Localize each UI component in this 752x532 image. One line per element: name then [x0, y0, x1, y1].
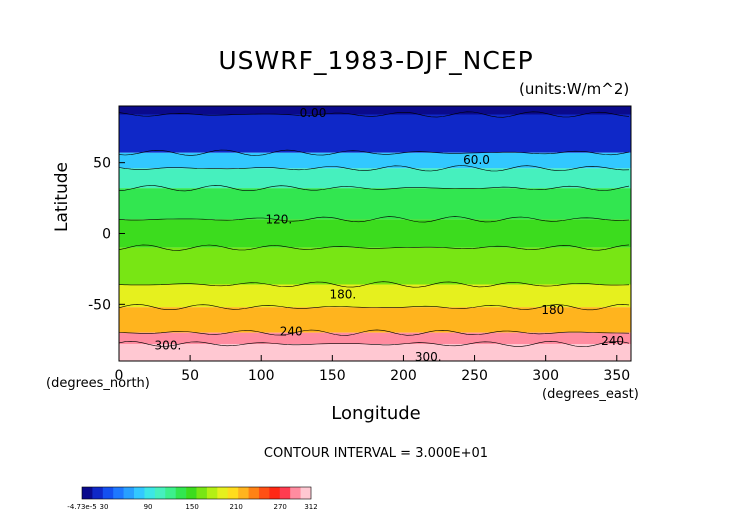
colorbar-tick-label-4: 210 — [229, 503, 242, 511]
colorbar-tick-label-5: 270 — [273, 503, 286, 511]
value-band-9 — [119, 332, 631, 344]
colorbar-tick-label-2: 90 — [144, 503, 153, 511]
value-band-10 — [119, 344, 631, 361]
colorbar-tick-label-1: 30 — [100, 503, 109, 511]
value-band-6 — [119, 247, 631, 285]
contour-line-2 — [118, 165, 630, 172]
colorbar-cell-16 — [248, 487, 260, 499]
colorbar-cell-12 — [206, 487, 218, 499]
colorbar-cell-10 — [186, 487, 197, 499]
contour-label-7: 300. — [415, 350, 442, 364]
colorbar-cell-11 — [196, 487, 208, 499]
x-tick-label-7: 350 — [603, 368, 630, 384]
colorbar-frame — [81, 486, 312, 500]
contour-line-9 — [118, 340, 630, 348]
y-tick-label-0: 50 — [93, 156, 111, 172]
colorbar-cell-5 — [134, 487, 145, 499]
contour-label-3: 180. — [329, 287, 356, 301]
colorbar-cell-18 — [269, 487, 281, 499]
contour-line-1 — [118, 149, 630, 156]
x-tick-label-4: 200 — [390, 368, 417, 384]
colorbar-cell-20 — [290, 487, 301, 499]
value-band-5 — [119, 219, 631, 248]
x-tick-label-5: 250 — [461, 368, 488, 384]
y-tick-label-2: -50 — [88, 297, 111, 313]
chart-title: USWRF_1983-DJF_NCEP — [218, 46, 534, 75]
x-axis-label: Longitude — [331, 403, 421, 424]
y-tick-label-1: 0 — [102, 227, 111, 243]
colorbar-tick-label-6: 312 — [304, 503, 317, 511]
contour-line-7 — [118, 304, 630, 311]
colorbar-cell-4 — [123, 487, 135, 499]
colorbar-tick-label-0: -4.73e-5 — [67, 503, 96, 511]
contour-line-4 — [118, 216, 630, 223]
colorbar-cell-13 — [217, 487, 229, 499]
units-label: (units:W/m^2) — [519, 80, 630, 98]
contour-line-3 — [118, 185, 630, 192]
y-unit-note: (degrees_north) — [46, 376, 150, 391]
colorbar-cell-19 — [279, 487, 291, 499]
x-tick-label-0: 0 — [115, 368, 124, 384]
contour-label-1: 60.0 — [463, 153, 490, 167]
contour-label-0: 0.00 — [300, 106, 327, 120]
colorbar-cell-21 — [300, 487, 312, 499]
value-band-0 — [119, 106, 631, 115]
value-band-7 — [119, 284, 631, 308]
contour-label-5: 240 — [280, 324, 303, 338]
colorbar-cell-9 — [175, 487, 187, 499]
value-band-8 — [119, 307, 631, 333]
x-tick-label-6: 300 — [532, 368, 559, 384]
colorbar-cell-7 — [154, 487, 166, 499]
colorbar-cell-14 — [227, 487, 239, 499]
colorbar-cell-6 — [144, 487, 156, 499]
x-tick-label-3: 150 — [319, 368, 346, 384]
contour-line-0 — [118, 111, 630, 118]
contour-interval-text: CONTOUR INTERVAL = 3.000E+01 — [263, 446, 489, 461]
colorbar-cell-1 — [92, 487, 104, 499]
contour-line-6 — [118, 281, 630, 288]
contour-label-2: 120. — [265, 212, 292, 226]
colorbar-cell-17 — [258, 487, 270, 499]
contour-line-8 — [118, 329, 630, 336]
colorbar-cell-15 — [238, 487, 249, 499]
value-band-3 — [119, 168, 631, 189]
value-band-2 — [119, 152, 631, 169]
x-tick-label-1: 50 — [181, 368, 199, 384]
contour-label-4: 180 — [541, 303, 564, 317]
colorbar-cell-3 — [113, 487, 124, 499]
x-unit-note: (degrees_east) — [542, 387, 639, 402]
colorbar-cell-8 — [165, 487, 176, 499]
x-tick-label-2: 100 — [248, 368, 275, 384]
contour-label-6: 300. — [155, 338, 182, 352]
colorbar-cell-0 — [82, 487, 93, 499]
contour-label-8: 240 — [601, 334, 624, 348]
colorbar-tick-label-3: 150 — [185, 503, 198, 511]
value-band-4 — [119, 188, 631, 220]
colorbar-cell-2 — [102, 487, 114, 499]
value-band-1 — [119, 114, 631, 153]
contour-line-5 — [118, 244, 630, 251]
